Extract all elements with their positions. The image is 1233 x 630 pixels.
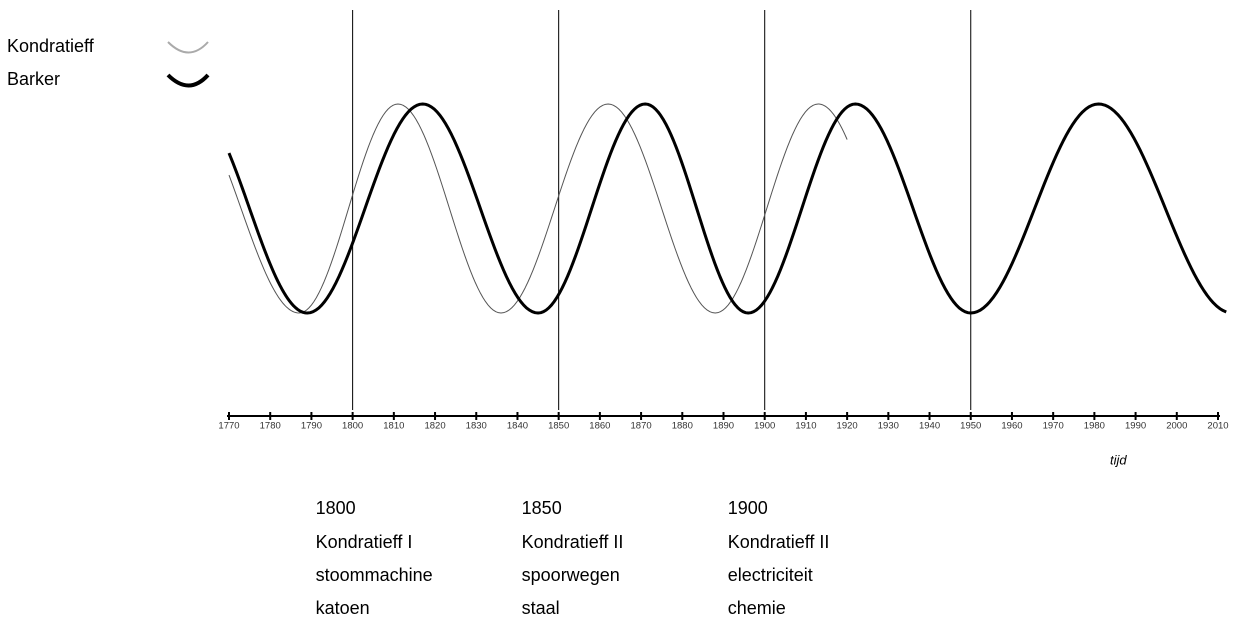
x-tick-label: 1850 [548,421,569,432]
annotation-year: 1800 [316,498,356,518]
x-tick-label: 1780 [260,421,281,432]
annotation-line: staal [522,598,560,618]
legend-swatch [167,41,209,54]
annotation-year: 1900 [728,498,768,518]
x-tick-label: 2010 [1207,421,1228,432]
x-axis-title: tijd [1110,452,1127,467]
annotation-line: spoorwegen [522,565,620,585]
x-tick-label: 1940 [919,421,940,432]
x-tick-label: 1770 [218,421,239,432]
line-series [227,102,1227,315]
x-tick-label: 2000 [1166,421,1187,432]
x-tick-label: 1920 [837,421,858,432]
x-tick-label: 1880 [672,421,693,432]
legend-label: Kondratieff [7,36,95,56]
x-tick-label: 1970 [1043,421,1064,432]
x-tick-label: 1800 [342,421,363,432]
annotation-line: Kondratieff II [728,532,830,552]
x-tick-label: 1990 [1125,421,1146,432]
annotation-line: katoen [316,598,370,618]
x-tick-label: 1790 [301,421,322,432]
x-tick-label: 1840 [507,421,528,432]
x-tick-label: 1930 [878,421,899,432]
x-tick-label: 1810 [383,421,404,432]
annotation-line: Kondratieff II [522,532,624,552]
x-tick-label: 1980 [1084,421,1105,432]
x-tick-label: 1830 [466,421,487,432]
x-tick-label: 1870 [631,421,652,432]
x-tick-label: 1950 [960,421,981,432]
x-tick-label: 1890 [713,421,734,432]
annotation-year: 1850 [522,498,562,518]
legend-label: Barker [7,69,60,89]
line-series [228,103,848,314]
annotation-line: stoommachine [316,565,433,585]
x-tick-label: 1900 [754,421,775,432]
annotation-line: electriciteit [728,565,813,585]
annotation-line: Kondratieff I [316,532,413,552]
x-tick-label: 1960 [1001,421,1022,432]
x-tick-label: 1910 [795,421,816,432]
x-tick-label: 1820 [424,421,445,432]
x-tick-label: 1860 [589,421,610,432]
annotation-line: chemie [728,598,786,618]
legend-swatch [166,73,210,88]
